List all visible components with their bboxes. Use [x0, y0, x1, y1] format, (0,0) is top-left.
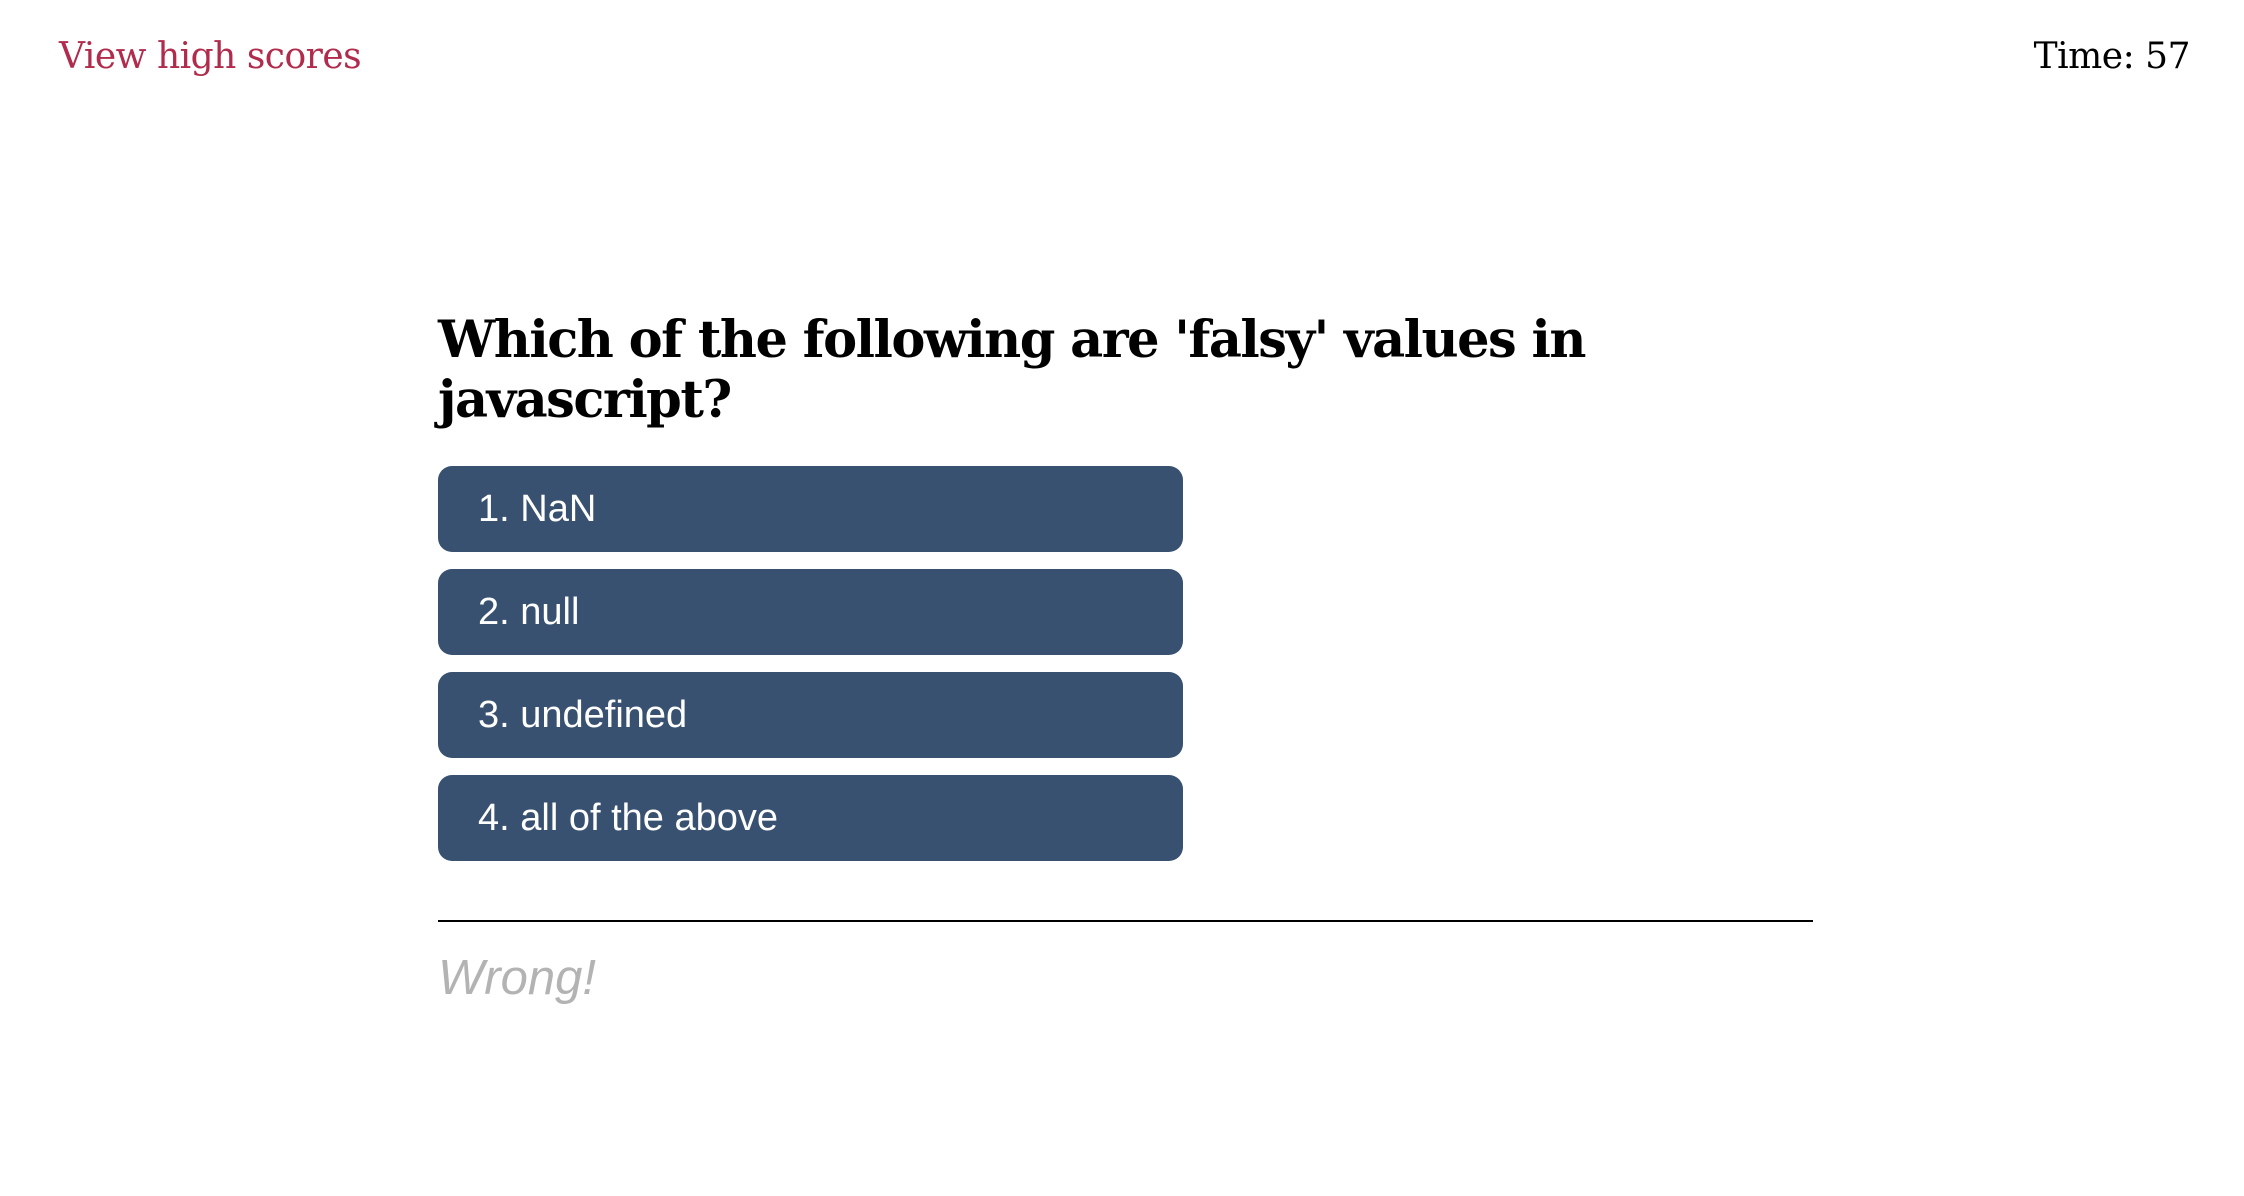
- answer-button-4[interactable]: 4. all of the above: [438, 775, 1183, 861]
- divider: [438, 920, 1813, 922]
- answer-button-3[interactable]: 3. undefined: [438, 672, 1183, 758]
- answer-choices: 1. NaN 2. null 3. undefined 4. all of th…: [438, 466, 1813, 861]
- answer-button-2[interactable]: 2. null: [438, 569, 1183, 655]
- answer-button-1[interactable]: 1. NaN: [438, 466, 1183, 552]
- answer-feedback: Wrong!: [438, 951, 596, 1005]
- quiz-container: Which of the following are 'falsy' value…: [438, 310, 1813, 1006]
- question-title: Which of the following are 'falsy' value…: [438, 310, 1586, 430]
- timer-display: Time: 57: [2033, 36, 2191, 77]
- view-high-scores-link[interactable]: View high scores: [59, 36, 362, 77]
